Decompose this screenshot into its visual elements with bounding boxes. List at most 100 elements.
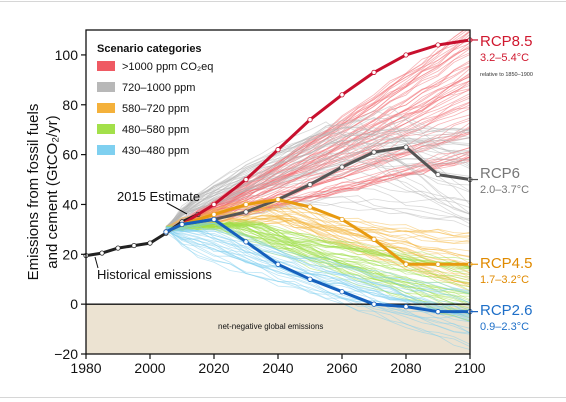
legend-swatch <box>97 145 115 155</box>
rcp-range-label: 2.0–3.7°C <box>480 184 529 196</box>
rcp-labels: RCP8.5 3.2–5.4°C RCP6 2.0–3.7°C RCP4.5 1.7–3.… <box>470 33 533 333</box>
legend-label: 430–480 ppm <box>122 145 189 157</box>
y-axis: −20 0 20 40 60 80 100 <box>54 47 86 362</box>
rcp-name-label: RCP8.5 <box>480 33 533 50</box>
series-point <box>403 52 409 58</box>
legend-label: 720–1000 ppm <box>122 82 195 94</box>
series-point <box>435 42 441 48</box>
x-axis: 1980 2000 2020 2040 2060 2080 2100 <box>70 354 486 376</box>
scenario-line <box>165 150 470 230</box>
series-point <box>115 245 121 251</box>
legend-label: 480–580 ppm <box>122 124 189 136</box>
legend-swatch <box>97 61 115 71</box>
scenario-line <box>165 121 470 232</box>
series-point <box>403 144 409 150</box>
legend-label: 580–720 ppm <box>122 103 189 115</box>
y-tick-label: 80 <box>62 97 78 113</box>
series-point <box>307 204 313 210</box>
scenario-line <box>165 226 470 295</box>
scenario-line <box>165 222 470 307</box>
series-point <box>179 221 185 227</box>
series-point <box>163 229 169 235</box>
scenario-line <box>165 66 470 229</box>
series-point <box>275 261 281 267</box>
series-point <box>211 201 217 208</box>
series-point <box>307 276 313 282</box>
x-tick-label: 2000 <box>134 360 165 376</box>
series-point <box>403 304 409 310</box>
legend-swatch <box>97 103 115 113</box>
scenario-line <box>165 127 470 230</box>
series-point <box>243 239 249 245</box>
relative-note: relative to 1850–1900 <box>480 72 533 78</box>
scenario-line <box>165 127 470 229</box>
scenario-line <box>165 195 470 230</box>
y-tick-label: 40 <box>62 196 78 212</box>
estimate-pointer <box>166 202 188 215</box>
series-point <box>371 236 377 242</box>
series-point <box>211 216 217 223</box>
historical-label: Historical emissions <box>97 267 212 282</box>
scenario-line <box>165 231 470 310</box>
series-point <box>371 149 377 155</box>
scenario-line <box>165 222 470 269</box>
series-point <box>275 196 281 203</box>
scenario-line <box>165 227 470 307</box>
scenario-line <box>165 228 470 294</box>
x-tick-label: 1980 <box>70 360 101 376</box>
x-tick-label: 2040 <box>262 360 293 376</box>
bottom-border <box>0 397 566 398</box>
legend: Scenario categories >1000 ppm CO₂eq 720–1… <box>97 43 213 157</box>
series-point <box>435 171 441 178</box>
legend-swatch <box>97 124 115 134</box>
rcp-range-label: 3.2–5.4°C <box>480 52 529 64</box>
scenario-line <box>165 134 470 228</box>
scenario-line <box>165 119 470 232</box>
scenario-line <box>165 139 470 228</box>
series-point <box>339 289 345 295</box>
rcp-name-label: RCP4.5 <box>480 255 533 272</box>
historical-pointer <box>94 256 99 269</box>
x-tick-label: 2080 <box>390 360 421 376</box>
series-line <box>85 213 199 258</box>
series-point <box>275 147 281 153</box>
rcp-range-label: 0.9–2.3°C <box>480 321 529 333</box>
y-tick-label: 0 <box>70 296 78 312</box>
scenario-line <box>165 222 470 291</box>
scenario-line <box>165 89 470 233</box>
series-point <box>371 69 377 75</box>
top-border <box>0 1 566 2</box>
series-point <box>403 261 409 267</box>
scenario-line <box>165 228 470 293</box>
series-point <box>307 181 313 188</box>
series-point <box>339 216 345 223</box>
y-axis-label-line2: and cement (GtCO₂/yr) <box>44 115 61 268</box>
scenario-ensemble <box>165 30 470 350</box>
scenario-line <box>165 126 470 228</box>
rcp-range-label: 1.7–3.2°C <box>480 274 529 286</box>
scenario-line <box>165 118 470 231</box>
scenario-line <box>165 227 470 335</box>
scenario-line <box>165 147 470 232</box>
series-point <box>211 211 217 218</box>
y-tick-label: 100 <box>55 47 79 63</box>
legend-title: Scenario categories <box>97 43 202 55</box>
series-point <box>131 242 137 249</box>
y-tick-label: 20 <box>62 246 78 262</box>
series-point <box>243 176 249 183</box>
scenario-line <box>165 140 470 230</box>
series-point <box>243 201 249 208</box>
scenario-line <box>165 223 470 309</box>
rcp-name-label: RCP6 <box>480 165 520 182</box>
series-point <box>339 92 345 98</box>
scenario-line <box>165 76 470 231</box>
legend-swatch <box>97 82 115 92</box>
series-point <box>435 309 441 315</box>
series-group <box>83 37 473 315</box>
x-tick-label: 2100 <box>454 360 485 376</box>
series-point <box>147 240 153 246</box>
series-point <box>435 261 441 267</box>
scenario-line <box>165 221 470 302</box>
